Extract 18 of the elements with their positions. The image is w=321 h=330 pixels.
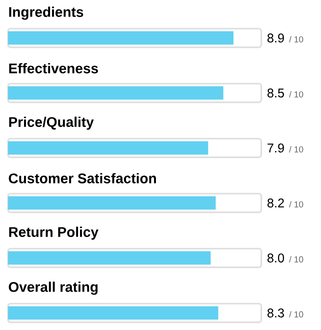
data-label: 8.9 [267, 34, 284, 42]
text: / 10 [289, 256, 304, 262]
data-label: 7.9 [268, 144, 284, 152]
data-label: 8.3 [267, 308, 284, 318]
text: / 10 [289, 91, 304, 98]
data-label: 8.5 [267, 88, 284, 98]
y-tick-label: Ingredients [9, 6, 84, 20]
y-tick-label: Overall rating [8, 282, 98, 295]
text: / 10 [289, 146, 304, 152]
y-tick-label: Price/Quality [9, 116, 94, 130]
text: / 10 [289, 201, 304, 208]
text: / 10 [289, 36, 304, 42]
y-tick-label: Return Policy [9, 226, 98, 240]
y-tick-label: Effectiveness [9, 63, 98, 74]
text: / 10 [289, 311, 304, 318]
y-tick-label: Customer Satisfaction [8, 173, 156, 184]
data-label: 8.0 [267, 254, 284, 262]
data-label: 8.2 [267, 198, 284, 208]
